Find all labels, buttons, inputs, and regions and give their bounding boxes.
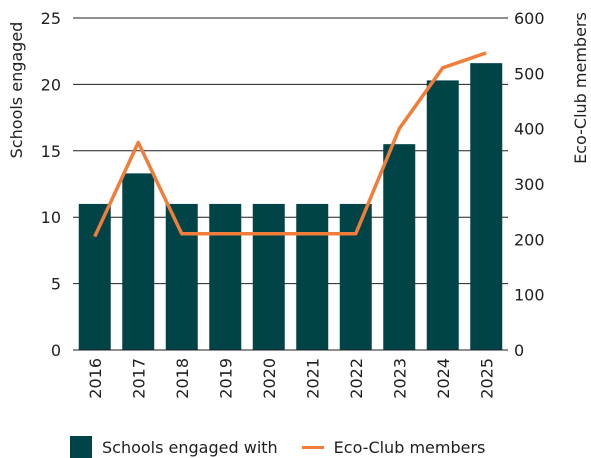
bar-2016: [78, 203, 111, 350]
x-tick-label: 2025: [477, 358, 496, 399]
x-tick-label: 2023: [390, 358, 409, 399]
bar-2017: [122, 173, 155, 350]
x-tick-label: 2016: [86, 358, 105, 399]
y2-tick-label: 400: [514, 120, 545, 139]
x-tick-label: 2019: [216, 358, 235, 399]
bar-2018: [165, 203, 198, 350]
bar-2020: [252, 203, 285, 350]
x-tick-label: 2021: [303, 358, 322, 399]
bar-2023: [383, 144, 416, 350]
legend-swatch-eco-club: [301, 445, 324, 449]
y2-tick-label: 0: [514, 341, 524, 360]
x-tick-label: 2017: [129, 358, 148, 399]
x-tick-label: 2024: [434, 358, 453, 399]
bar-2024: [426, 80, 459, 350]
y-tick-label: 25: [41, 9, 61, 28]
y-tick-label: 10: [41, 208, 61, 227]
y2-axis-title: Eco-Club members: [571, 12, 590, 164]
legend-label-eco-club: Eco-Club members: [333, 437, 486, 457]
bar-2025: [470, 63, 503, 350]
legend: Schools engaged with Eco-Club members: [70, 436, 485, 458]
line-series: [93, 51, 487, 238]
y2-tick-label: 200: [514, 230, 545, 249]
y-tick-label: 0: [51, 341, 61, 360]
y-tick-label: 20: [41, 75, 61, 94]
bar-2019: [209, 203, 242, 350]
bar-series: [78, 63, 503, 350]
legend-swatch-schools: [70, 436, 92, 458]
eco-club-line: [93, 51, 487, 238]
legend-label-schools: Schools engaged with: [102, 437, 278, 457]
bar-2022: [339, 203, 372, 350]
y2-tick-label: 600: [514, 9, 545, 28]
y2-tick-label: 300: [514, 175, 545, 194]
y-axis-title: Schools engaged: [7, 22, 26, 159]
x-tick-label: 2018: [173, 358, 192, 399]
y-tick-label: 15: [41, 142, 61, 161]
y2-tick-label: 500: [514, 64, 545, 83]
x-tick-label: 2020: [260, 358, 279, 399]
bar-2021: [296, 203, 329, 350]
x-tick-label: 2022: [347, 358, 366, 399]
y-tick-label: 5: [51, 275, 61, 294]
y2-tick-label: 100: [514, 286, 545, 305]
